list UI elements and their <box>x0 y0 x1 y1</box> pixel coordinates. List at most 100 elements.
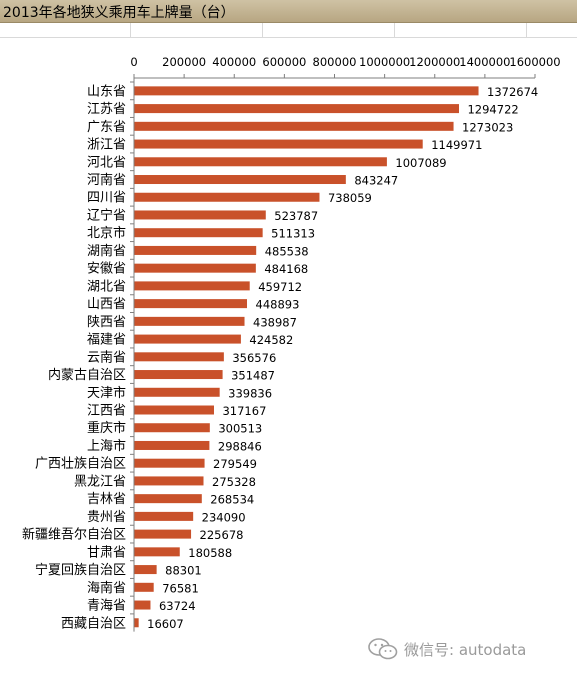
data-label: 448893 <box>256 298 300 312</box>
data-label: 16607 <box>147 617 184 631</box>
data-label: 317167 <box>222 404 266 418</box>
category-label: 贵州省 <box>87 510 126 525</box>
watermark-text: 微信号: autodata <box>404 640 527 659</box>
category-label: 湖南省 <box>87 243 126 259</box>
data-label: 351487 <box>231 369 275 383</box>
data-label: 88301 <box>165 564 202 578</box>
category-label: 江西省 <box>87 404 126 419</box>
x-tick-label: 0 <box>130 55 137 69</box>
bar <box>134 618 139 628</box>
data-label: 225678 <box>200 528 244 542</box>
data-label: 180588 <box>188 546 232 560</box>
bar <box>134 210 266 220</box>
bar <box>134 440 210 450</box>
bar <box>134 192 320 202</box>
bar <box>134 423 210 433</box>
x-tick-label: 1400000 <box>459 55 510 69</box>
chart-title: 2013年各地狭义乘用车上牌量（台） <box>3 5 235 21</box>
bar <box>134 121 454 131</box>
data-label: 63724 <box>159 599 196 613</box>
category-label: 吉林省 <box>87 492 126 507</box>
bar <box>134 600 151 610</box>
data-label: 275328 <box>212 475 256 489</box>
data-label: 356576 <box>232 351 276 365</box>
category-label: 海南省 <box>87 580 126 596</box>
bar <box>134 157 387 167</box>
category-label: 广西壮族自治区 <box>35 456 126 472</box>
category-label: 河南省 <box>87 172 126 188</box>
x-tick-label: 200000 <box>162 55 206 69</box>
category-label: 重庆市 <box>87 420 126 436</box>
bar <box>134 494 202 504</box>
bar <box>134 458 205 468</box>
data-label: 511313 <box>271 227 315 241</box>
data-label: 484168 <box>264 262 308 276</box>
data-label: 279549 <box>213 457 257 471</box>
data-label: 1273023 <box>462 120 513 134</box>
bar <box>134 228 263 238</box>
bar <box>134 263 256 273</box>
bar <box>134 511 194 521</box>
data-label: 268534 <box>210 493 254 507</box>
bar <box>134 334 241 344</box>
category-label: 内蒙古自治区 <box>48 367 126 383</box>
data-label: 1149971 <box>431 138 482 152</box>
category-label: 辽宁省 <box>87 207 126 223</box>
spreadsheet-grid-row <box>0 23 577 38</box>
category-label: 陕西省 <box>87 315 126 330</box>
bar <box>134 529 192 539</box>
category-label: 天津市 <box>87 385 126 401</box>
category-label: 甘肃省 <box>87 545 126 560</box>
category-label: 青海省 <box>87 599 126 614</box>
category-label: 湖北省 <box>87 279 126 294</box>
category-label: 宁夏回族自治区 <box>35 562 126 578</box>
bar <box>134 476 204 486</box>
data-label: 1294722 <box>467 103 518 117</box>
data-label: 485538 <box>265 244 309 258</box>
bar <box>134 139 423 149</box>
data-label: 424582 <box>249 333 293 347</box>
bar <box>134 316 245 326</box>
bar <box>134 299 248 309</box>
bar <box>134 352 224 362</box>
data-label: 76581 <box>162 581 199 595</box>
data-label: 339836 <box>228 386 272 400</box>
x-tick-label: 1200000 <box>409 55 460 69</box>
data-label: 523787 <box>274 209 318 223</box>
bar <box>134 370 223 380</box>
category-label: 安徽省 <box>87 262 126 277</box>
x-tick-label: 1600000 <box>509 55 560 69</box>
bar <box>134 547 180 557</box>
category-label: 西藏自治区 <box>61 616 126 631</box>
category-label: 云南省 <box>87 349 126 365</box>
category-label: 北京市 <box>87 225 126 241</box>
category-label: 福建省 <box>87 333 126 348</box>
bar <box>134 281 250 291</box>
data-label: 1372674 <box>487 85 538 99</box>
data-label: 1007089 <box>395 156 446 170</box>
x-tick-label: 600000 <box>262 55 306 69</box>
category-label: 山东省 <box>87 84 126 99</box>
bar <box>134 104 459 114</box>
bar <box>134 582 154 592</box>
bar <box>134 387 220 397</box>
data-label: 298846 <box>218 439 262 453</box>
category-label: 新疆维吾尔自治区 <box>22 527 126 543</box>
data-label: 459712 <box>258 280 302 294</box>
x-tick-label: 800000 <box>313 55 357 69</box>
category-label: 上海市 <box>87 438 126 454</box>
category-label: 黑龙江省 <box>74 474 126 489</box>
x-tick-label: 1000000 <box>359 55 410 69</box>
watermark: 微信号: autodata <box>368 638 526 660</box>
bar <box>134 405 214 415</box>
bar <box>134 565 157 575</box>
wechat-icon <box>368 638 398 660</box>
data-label: 738059 <box>328 191 372 205</box>
data-label: 843247 <box>354 174 398 188</box>
category-label: 浙江省 <box>87 138 126 153</box>
bar <box>134 245 257 255</box>
data-label: 234090 <box>202 510 246 524</box>
data-label: 300513 <box>218 422 262 436</box>
x-tick-label: 400000 <box>212 55 256 69</box>
